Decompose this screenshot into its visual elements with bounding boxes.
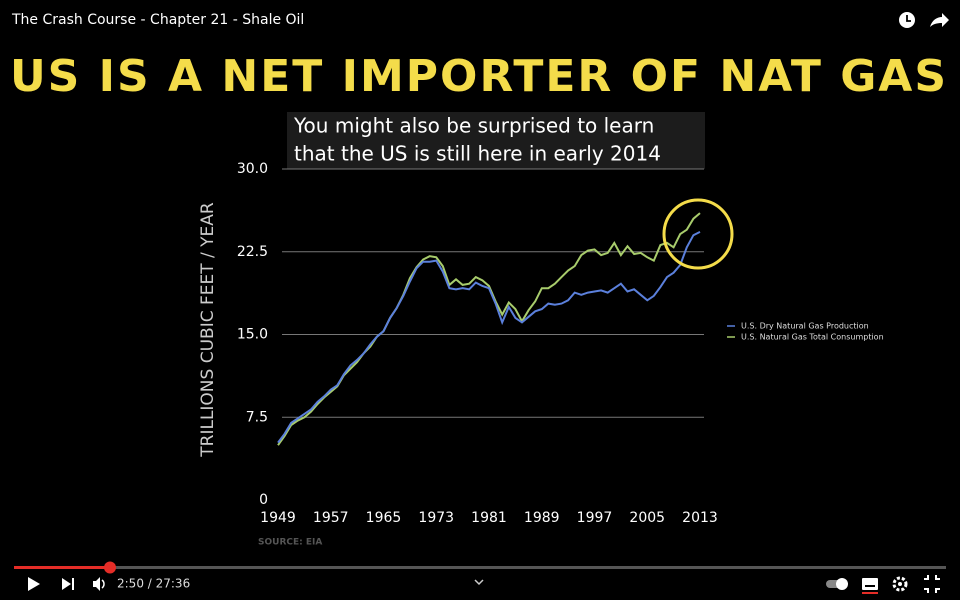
play-button[interactable] [28, 577, 40, 591]
series-line [277, 231, 701, 444]
y-axis-label: TRILLIONS CUBIC FEET / YEAR [198, 202, 218, 458]
caption-line: You might also be surprised to learn [293, 114, 654, 138]
captions-button[interactable] [862, 578, 878, 594]
next-button[interactable] [62, 578, 74, 590]
settings-button[interactable] [892, 576, 908, 592]
share[interactable] [930, 13, 949, 27]
x-tick-label: 1989 [524, 510, 560, 526]
time-display: 2:50 / 27:36 [117, 577, 190, 591]
y-tick-label: 30.0 [237, 161, 268, 177]
source: SOURCE: EIA [258, 538, 322, 548]
volume-button[interactable] [93, 577, 105, 591]
legend-label: U.S. Dry Natural Gas Production [741, 322, 869, 331]
y-tick-label: 15.0 [237, 327, 268, 343]
x-tick-label: 2005 [629, 510, 665, 526]
chapter-toggle[interactable] [474, 579, 484, 586]
scrubber[interactable] [104, 561, 116, 574]
series-line [277, 212, 701, 446]
progress-played [14, 566, 110, 569]
highlight-circle [662, 198, 734, 270]
y-tick-label: 0 [259, 492, 268, 508]
x-tick-label: 2013 [682, 510, 718, 526]
caption-line: that the US is still here in early 2014 [294, 142, 661, 166]
x-tick-label: 1997 [577, 510, 613, 526]
progress-track[interactable] [14, 566, 946, 569]
x-tick-label: 1949 [260, 510, 296, 526]
video-title[interactable]: The Crash Course - Chapter 21 - Shale Oi… [11, 12, 304, 28]
x-tick-label: 1965 [366, 510, 402, 526]
watch-later[interactable] [899, 12, 915, 28]
y-tick-label: 7.5 [246, 409, 268, 425]
chart: 0 7.5 15.0 22.5 30.0 1949 1957 1965 1973 1981 1989… [198, 161, 884, 526]
slide-heading: US IS A NET IMPORTER OF NAT GAS [10, 51, 948, 102]
caption-box [287, 112, 705, 169]
x-tick-label: 1957 [313, 510, 349, 526]
y-tick-label: 22.5 [237, 244, 268, 260]
x-tick-label: 1973 [418, 510, 454, 526]
autoplay-toggle[interactable] [826, 578, 848, 590]
x-tick-label: 1981 [471, 510, 507, 526]
legend-label: U.S. Natural Gas Total Consumption [741, 333, 884, 342]
exit-fullscreen[interactable] [924, 575, 940, 593]
